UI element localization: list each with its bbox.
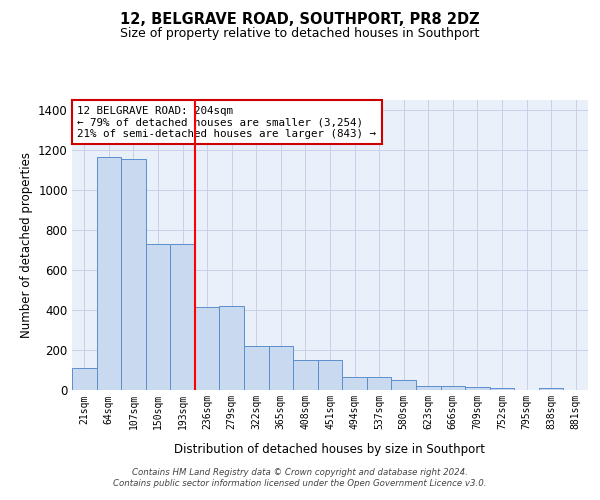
Text: 12 BELGRAVE ROAD: 204sqm
← 79% of detached houses are smaller (3,254)
21% of sem: 12 BELGRAVE ROAD: 204sqm ← 79% of detach… bbox=[77, 106, 376, 139]
Bar bbox=[318, 360, 342, 390]
Text: Contains HM Land Registry data © Crown copyright and database right 2024.
Contai: Contains HM Land Registry data © Crown c… bbox=[113, 468, 487, 487]
Text: Distribution of detached houses by size in Southport: Distribution of detached houses by size … bbox=[175, 442, 485, 456]
Bar bbox=[121, 159, 146, 390]
Bar bbox=[490, 388, 514, 390]
Bar bbox=[465, 387, 490, 390]
Bar bbox=[367, 377, 391, 390]
Bar bbox=[220, 306, 244, 390]
Bar bbox=[72, 368, 97, 390]
Text: Size of property relative to detached houses in Southport: Size of property relative to detached ho… bbox=[121, 28, 479, 40]
Y-axis label: Number of detached properties: Number of detached properties bbox=[20, 152, 32, 338]
Bar bbox=[440, 386, 465, 390]
Bar bbox=[244, 346, 269, 390]
Bar bbox=[97, 157, 121, 390]
Bar bbox=[170, 244, 195, 390]
Bar bbox=[293, 360, 318, 390]
Bar bbox=[195, 307, 220, 390]
Bar bbox=[146, 244, 170, 390]
Bar bbox=[416, 386, 440, 390]
Text: 12, BELGRAVE ROAD, SOUTHPORT, PR8 2DZ: 12, BELGRAVE ROAD, SOUTHPORT, PR8 2DZ bbox=[120, 12, 480, 28]
Bar bbox=[269, 346, 293, 390]
Bar bbox=[342, 377, 367, 390]
Bar bbox=[391, 380, 416, 390]
Bar bbox=[539, 388, 563, 390]
